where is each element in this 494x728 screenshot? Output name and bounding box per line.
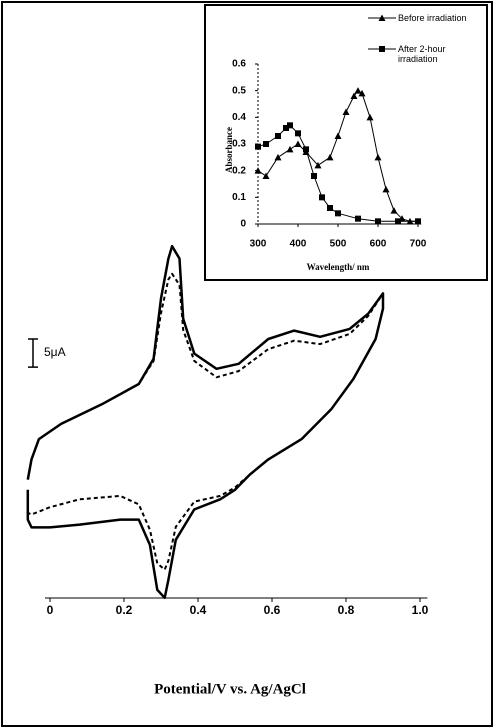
marker — [287, 122, 293, 129]
data-line — [26, 244, 385, 600]
marker — [283, 125, 289, 131]
x-axis-label: Potential/V vs. Ag/AgCl — [154, 681, 306, 697]
marker — [374, 153, 382, 161]
marker — [303, 146, 309, 153]
marker — [295, 130, 301, 137]
scale-bar-label: 5μA — [44, 345, 66, 359]
x-tick-label: 0.4 — [190, 603, 207, 617]
marker — [286, 145, 294, 153]
marker — [326, 153, 334, 161]
inset-frame — [204, 4, 488, 281]
marker — [379, 46, 385, 52]
marker — [327, 205, 333, 211]
inset-x-tick-label: 500 — [330, 239, 347, 250]
inset-y-tick-label: 0.3 — [232, 139, 246, 150]
marker — [355, 215, 361, 222]
marker — [415, 218, 421, 225]
inset-y-tick-label: 0.5 — [232, 85, 246, 96]
marker — [382, 185, 390, 193]
inset-x-tick-label: 400 — [290, 239, 307, 250]
inset-y-tick-label: 0.6 — [232, 59, 246, 70]
inset-x-tick-label: 600 — [370, 239, 387, 250]
marker — [262, 172, 270, 179]
x-tick-label: 0.6 — [264, 603, 281, 617]
marker — [263, 141, 269, 147]
marker — [319, 194, 325, 201]
legend-entry: After 2-hour irradiation — [398, 44, 446, 64]
marker — [366, 113, 374, 121]
marker — [334, 132, 342, 139]
x-tick-label: 0.2 — [116, 603, 133, 617]
marker — [358, 89, 366, 97]
marker — [254, 167, 262, 174]
marker — [255, 143, 261, 150]
inset-y-tick-label: 0.2 — [232, 165, 246, 176]
legend-entry: Before irradiation — [398, 13, 467, 23]
inset-y-axis-label: Absorbance — [224, 127, 234, 173]
x-tick-label: 0 — [47, 603, 54, 617]
inset-y-tick-label: 0.4 — [232, 112, 246, 123]
marker — [378, 14, 386, 21]
marker — [342, 108, 350, 115]
marker — [294, 140, 302, 147]
marker — [354, 87, 362, 94]
marker — [390, 207, 398, 214]
marker — [395, 218, 401, 225]
data-line — [26, 272, 384, 571]
inset-x-axis-label: Wavelength/ nm — [307, 262, 370, 272]
inset-y-tick-label: 0 — [240, 219, 246, 230]
inset-x-tick-label: 300 — [250, 239, 267, 250]
marker — [275, 133, 281, 139]
x-tick-label: 1.0 — [412, 603, 429, 617]
inset-y-tick-label: 0.1 — [232, 192, 246, 203]
marker — [375, 218, 381, 225]
marker — [314, 161, 322, 169]
inset-x-tick-label: 700 — [410, 239, 427, 250]
x-tick-label: 0.8 — [338, 603, 355, 617]
marker — [274, 153, 282, 161]
marker — [350, 92, 358, 99]
marker — [311, 173, 317, 179]
marker — [335, 210, 341, 217]
